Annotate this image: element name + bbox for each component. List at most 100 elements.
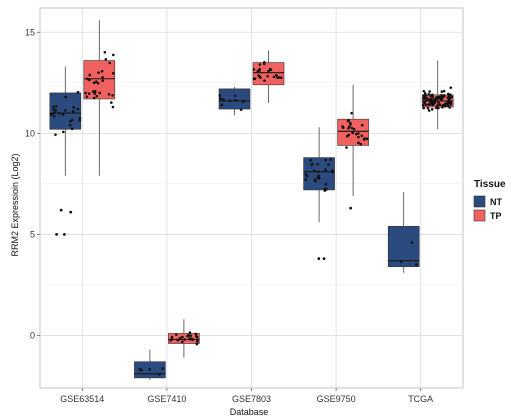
y-tick-label: 5 — [30, 229, 35, 239]
data-point-nt — [52, 107, 55, 111]
data-point-tp — [111, 105, 115, 109]
data-point-tp — [447, 95, 451, 98]
data-point-tp — [449, 86, 453, 89]
data-point-tp — [351, 130, 354, 134]
outlier-point-nt — [317, 257, 321, 261]
data-point-nt — [323, 189, 327, 192]
data-point-nt — [220, 103, 224, 107]
data-point-tp — [347, 125, 351, 128]
data-point-tp — [101, 76, 104, 79]
data-point-tp — [428, 90, 431, 93]
y-tick-label: 0 — [30, 330, 35, 340]
data-point-tp — [195, 342, 199, 346]
data-point-nt — [234, 99, 237, 102]
data-point-tp — [189, 334, 193, 338]
data-point-tp — [93, 92, 97, 95]
outlier-point-tp — [349, 206, 352, 210]
data-point-tp — [427, 98, 431, 101]
data-points — [49, 50, 454, 376]
data-point-tp — [433, 101, 437, 105]
data-point-tp — [341, 126, 345, 129]
data-point-tp — [108, 61, 112, 65]
x-tick-label: GSE9750 — [317, 394, 356, 404]
data-point-nt — [316, 162, 320, 166]
data-point-tp — [88, 73, 92, 77]
data-point-tp — [85, 95, 89, 98]
data-point-tp — [430, 108, 434, 111]
data-point-tp — [447, 99, 451, 102]
data-point-nt — [331, 170, 334, 174]
data-point-tp — [352, 127, 356, 131]
data-point-tp — [437, 106, 440, 110]
data-point-nt — [54, 133, 57, 136]
data-point-tp — [111, 72, 115, 75]
data-point-tp — [441, 105, 444, 109]
data-point-tp — [430, 98, 433, 101]
data-point-nt — [410, 241, 414, 244]
data-point-tp — [97, 71, 100, 74]
data-point-nt — [68, 123, 72, 127]
data-point-nt — [233, 94, 237, 98]
data-point-nt — [50, 112, 54, 116]
data-point-nt — [228, 99, 232, 102]
data-point-tp — [103, 50, 107, 54]
data-point-tp — [176, 338, 179, 342]
grid-lines — [40, 8, 463, 388]
x-axis-title: Database — [230, 407, 269, 417]
data-point-tp — [95, 94, 99, 98]
data-point-tp — [435, 106, 438, 110]
data-point-nt — [324, 182, 328, 186]
data-point-nt — [219, 97, 222, 101]
data-point-tp — [446, 101, 450, 104]
data-point-nt — [316, 176, 320, 180]
legend-label-tp: TP — [490, 211, 502, 221]
data-point-tp — [440, 90, 444, 93]
data-point-tp — [423, 95, 426, 99]
data-point-tp — [360, 134, 364, 138]
data-point-nt — [55, 104, 58, 108]
data-point-nt — [157, 372, 161, 376]
data-point-tp — [430, 93, 433, 97]
data-point-tp — [277, 76, 281, 79]
box-nt — [387, 225, 420, 268]
data-point-tp — [96, 81, 100, 85]
outlier-point-nt — [62, 232, 66, 236]
data-point-nt — [62, 130, 65, 134]
legend: Tissue NT TP — [473, 179, 506, 222]
data-point-tp — [188, 331, 192, 334]
box-nt — [303, 157, 335, 191]
data-point-nt — [140, 368, 143, 372]
data-point-tp — [446, 103, 449, 107]
data-point-nt — [222, 98, 225, 101]
data-point-tp — [359, 142, 363, 146]
data-point-nt — [304, 173, 308, 176]
outlier-point-nt — [322, 257, 326, 261]
data-point-tp — [422, 106, 425, 110]
data-point-tp — [100, 69, 104, 73]
data-point-nt — [324, 158, 327, 162]
data-point-nt — [63, 109, 67, 112]
data-point-tp — [183, 338, 186, 341]
data-point-nt — [239, 108, 243, 111]
data-point-tp — [181, 335, 184, 339]
data-point-tp — [111, 53, 115, 57]
data-point-tp — [178, 336, 182, 340]
data-point-tp — [111, 94, 114, 97]
data-point-tp — [349, 121, 352, 125]
y-tick-label: 15 — [25, 27, 35, 37]
outlier-point-nt — [55, 232, 58, 236]
y-axis-title: RRM2 Expressioin (Log2) — [10, 153, 20, 256]
box-tp — [252, 62, 285, 86]
data-point-tp — [84, 91, 87, 95]
data-point-nt — [241, 100, 245, 103]
data-point-tp — [87, 92, 91, 95]
data-point-tp — [92, 96, 96, 100]
legend-key-tp — [473, 209, 486, 222]
data-point-tp — [267, 69, 270, 73]
data-point-tp — [195, 334, 198, 338]
data-point-tp — [365, 137, 369, 141]
data-point-tp — [357, 135, 360, 139]
legend-key-nt — [473, 195, 486, 208]
outlier-point-nt — [59, 208, 63, 212]
